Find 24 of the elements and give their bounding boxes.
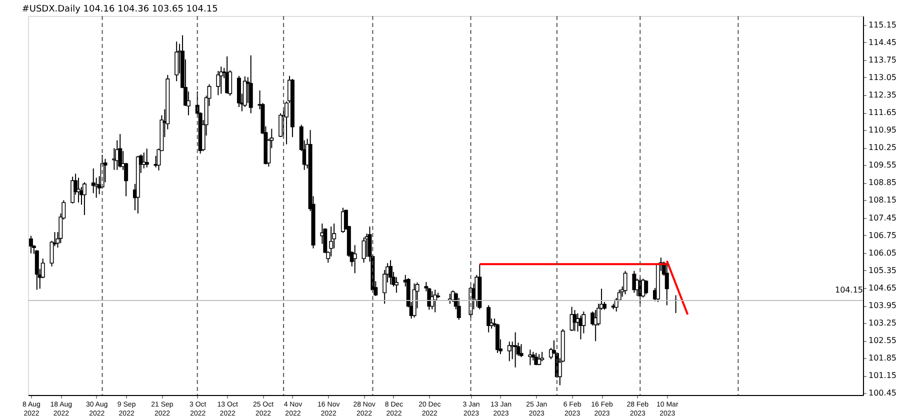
ref-line-label: 104.15 (835, 286, 863, 294)
y-tick-label: 109.55 (868, 160, 896, 170)
y-tick-label: 105.35 (868, 266, 896, 275)
y-tick-label: 111.65 (868, 108, 896, 118)
y-tick-label: 106.75 (868, 230, 896, 240)
y-tick-label: 101.85 (868, 354, 896, 363)
y-tick-label: 101.15 (868, 371, 896, 380)
y-tick-label: 112.35 (868, 90, 896, 100)
y-tick-label: 106.05 (868, 248, 896, 258)
y-tick-label: 113.75 (868, 55, 896, 64)
y-tick-label: 110.95 (868, 126, 896, 135)
y-tick-label: 115.15 (868, 20, 896, 30)
chart-title: #USDX.Daily 104.16 104.36 103.65 104.15 (22, 4, 218, 14)
y-tick-label: 107.45 (868, 213, 896, 222)
y-tick-label: 103.95 (868, 301, 896, 310)
y-tick-label: 100.45 (868, 388, 896, 398)
y-tick-label: 103.25 (868, 318, 896, 328)
y-tick-label: 108.85 (868, 178, 896, 188)
y-tick-label: 108.15 (868, 196, 896, 205)
y-tick-label: 102.55 (868, 336, 896, 346)
y-tick-label: 114.45 (868, 38, 896, 47)
y-tick-label: 113.05 (868, 72, 896, 82)
y-tick-label: 110.25 (868, 143, 896, 152)
y-tick-label: 104.65 (868, 283, 896, 292)
